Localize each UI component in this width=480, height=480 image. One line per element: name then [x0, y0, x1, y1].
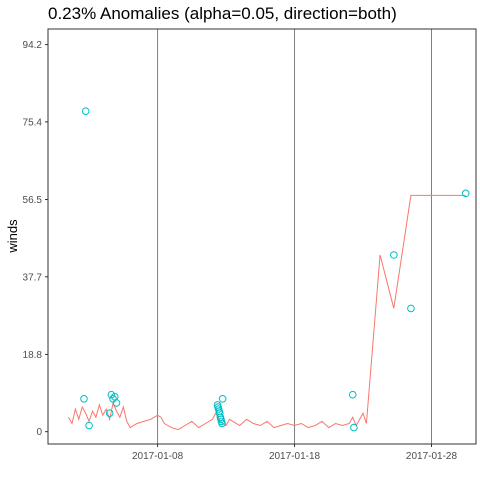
anomaly-layer	[80, 107, 470, 432]
plot-panel-border	[47, 28, 477, 445]
anomaly-point	[218, 395, 227, 403]
anomaly-point	[407, 304, 415, 313]
axis-layer: 2017-01-08 2017-01-18 2017-01-28 0 18.8 37.7 5…	[23, 40, 458, 462]
anomaly-point	[350, 423, 358, 432]
x-tick-label: 2017-01-18	[269, 451, 321, 462]
y-tick-label: 37.7	[23, 272, 43, 283]
anomaly-point	[461, 189, 470, 198]
anomaly-point	[81, 107, 90, 115]
y-tick-label: 0	[36, 427, 42, 438]
anomaly-point	[85, 421, 93, 430]
anomaly-point	[112, 399, 121, 407]
anomaly-point	[348, 390, 357, 399]
anomaly-point	[80, 395, 88, 403]
y-tick-label: 75.4	[23, 117, 43, 128]
series-layer	[68, 194, 466, 431]
plot-panel-background	[48, 29, 476, 444]
anomaly-point	[218, 419, 226, 428]
y-tick-label: 56.5	[23, 195, 43, 206]
grid-layer	[157, 29, 432, 444]
chart-title: 0.23% Anomalies (alpha=0.05, direction=b…	[48, 4, 397, 23]
y-tick-label: 94.2	[23, 40, 43, 51]
anomaly-point	[390, 251, 398, 259]
x-tick-label: 2017-01-28	[406, 451, 458, 462]
y-axis-title: winds	[5, 219, 20, 254]
winds-series-line	[68, 194, 466, 431]
y-tick-label: 18.8	[23, 350, 43, 361]
x-tick-label: 2017-01-08	[132, 451, 184, 462]
anomaly-point	[105, 409, 114, 417]
